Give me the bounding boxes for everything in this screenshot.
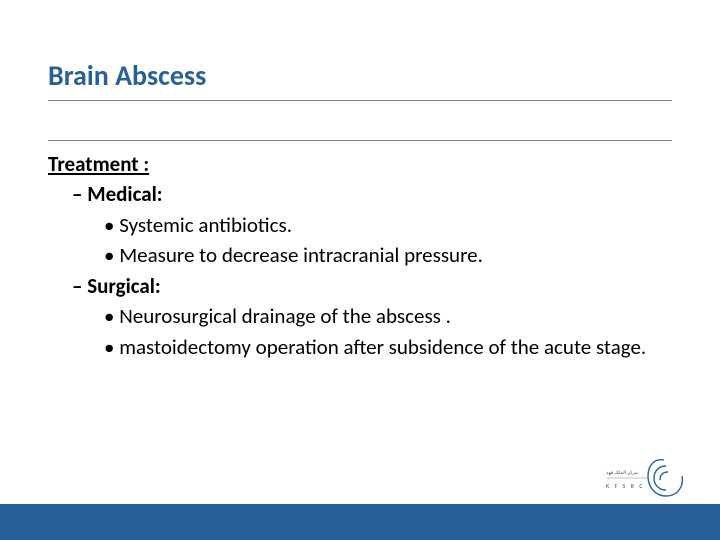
title-underline xyxy=(48,100,672,101)
slide-title: Brain Abscess xyxy=(48,58,206,93)
logo-arabic-text: مركز الملك فهد xyxy=(606,470,638,476)
bullet-glyph: • xyxy=(104,303,114,329)
dash-prefix: – xyxy=(72,181,82,207)
bullet-glyph: • xyxy=(104,334,114,360)
ear-icon xyxy=(660,472,668,480)
section-heading-medical: – Medical: xyxy=(48,179,672,209)
section-label: Surgical: xyxy=(87,273,161,299)
slide: Brain Abscess Treatment : – Medical: • S… xyxy=(0,0,720,540)
bullet-text: Neurosurgical drainage of the abscess . xyxy=(119,303,451,329)
bullet-glyph: • xyxy=(104,212,114,238)
bullet-glyph: • xyxy=(104,242,114,268)
dash-prefix: – xyxy=(72,273,82,299)
content-divider xyxy=(48,140,672,141)
footer-bar xyxy=(0,504,720,540)
section-heading-surgical: – Surgical: xyxy=(48,271,672,301)
bullet-item: • Neurosurgical drainage of the abscess … xyxy=(48,301,672,331)
bullet-item: • mastoidectomy operation after subsiden… xyxy=(48,332,672,362)
bullet-text: mastoidectomy operation after subsidence… xyxy=(119,334,646,360)
section-label: Medical: xyxy=(87,181,162,207)
bullet-item: • Measure to decrease intracranial press… xyxy=(48,240,672,270)
bullet-item: • Systemic antibiotics. xyxy=(48,210,672,240)
treatment-heading: Treatment : xyxy=(48,149,672,179)
bullet-text: Measure to decrease intracranial pressur… xyxy=(119,242,483,268)
content-block: Treatment : – Medical: • Systemic antibi… xyxy=(48,140,672,362)
institution-logo: مركز الملك فهد K F S R C xyxy=(604,456,692,500)
logo-caption: K F S R C xyxy=(606,482,645,490)
bullet-text: Systemic antibiotics. xyxy=(119,212,292,238)
